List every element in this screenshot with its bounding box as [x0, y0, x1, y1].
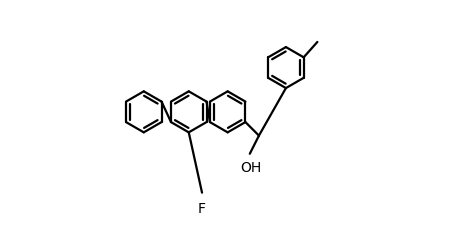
- Text: F: F: [198, 202, 206, 216]
- Text: OH: OH: [241, 161, 261, 175]
